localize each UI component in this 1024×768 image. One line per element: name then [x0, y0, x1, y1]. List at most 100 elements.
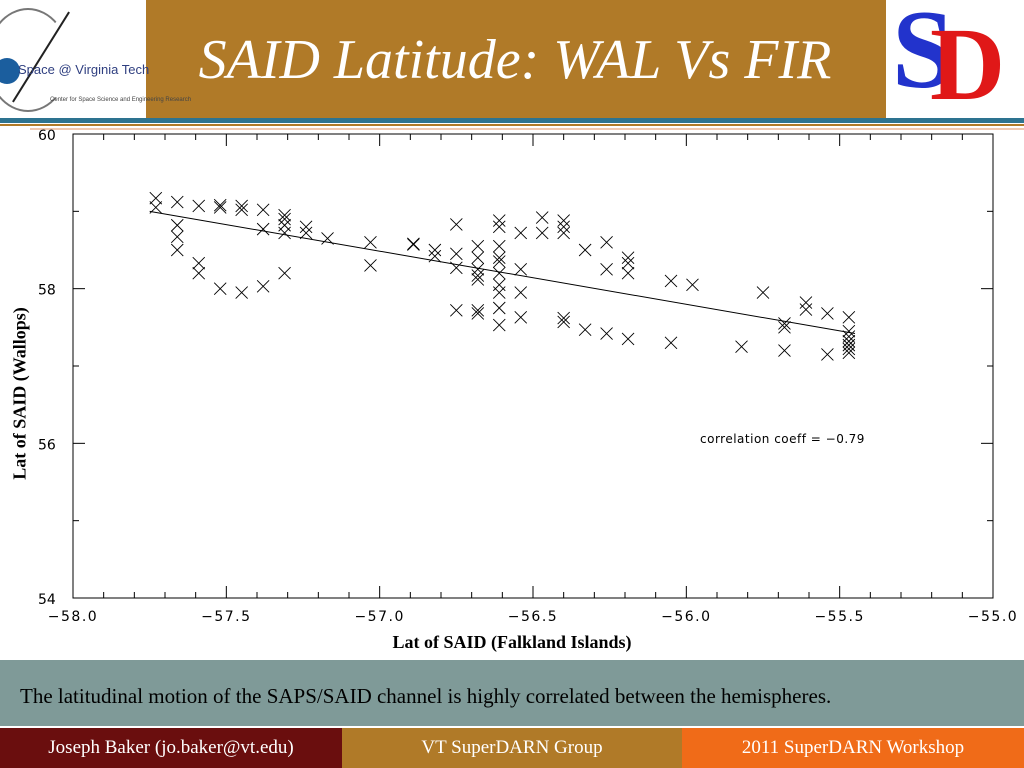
- data-point: [278, 218, 291, 232]
- data-point: [799, 296, 813, 309]
- data-point: [170, 243, 184, 257]
- data-point: [821, 307, 834, 320]
- data-point: [842, 346, 856, 360]
- x-tick-label: −56.0: [661, 609, 711, 625]
- data-point: [492, 214, 506, 227]
- data-point: [735, 340, 748, 353]
- data-point: [557, 220, 570, 234]
- data-point: [621, 251, 635, 265]
- x-tick-label: −55.5: [814, 609, 864, 625]
- data-point: [492, 301, 506, 315]
- data-point: [471, 307, 485, 320]
- data-point: [170, 195, 184, 209]
- data-point: [535, 211, 549, 224]
- superdarn-logo: S D: [886, 0, 1024, 122]
- data-point: [192, 199, 206, 213]
- data-point: [471, 273, 485, 286]
- y-tick-label: 54: [38, 592, 56, 608]
- x-tick-label: −58.0: [48, 609, 98, 625]
- data-point: [492, 266, 506, 280]
- data-point: [213, 198, 227, 212]
- data-point: [149, 201, 163, 214]
- data-point: [256, 280, 270, 293]
- logo-letter-d: D: [930, 7, 1006, 122]
- data-point: [471, 304, 485, 317]
- data-point: [235, 203, 248, 217]
- x-tick-label: −56.5: [508, 609, 558, 625]
- logo-letter-s: S: [892, 0, 955, 112]
- logo-subtext: Center for Space Science and Engineering…: [50, 97, 192, 103]
- data-point: [557, 311, 570, 325]
- data-point: [235, 286, 248, 299]
- data-point: [450, 218, 463, 231]
- data-point: [778, 317, 791, 330]
- logo-swirl: [0, 8, 70, 112]
- data-point: [557, 315, 570, 329]
- footer-group: VT SuperDARN Group: [342, 728, 682, 768]
- data-point: [213, 201, 227, 214]
- data-point: [492, 278, 506, 292]
- data-point: [492, 255, 506, 268]
- data-point: [578, 243, 592, 257]
- y-tick-label: 60: [38, 128, 56, 144]
- footer-event: 2011 SuperDARN Workshop: [682, 728, 1024, 768]
- logo-text: Space @ Virginia Tech: [18, 62, 150, 77]
- divider-rule: [0, 118, 1024, 123]
- data-point: [299, 220, 313, 234]
- data-point: [600, 327, 613, 340]
- data-point: [364, 259, 377, 272]
- data-point: [407, 238, 420, 251]
- data-point: [256, 203, 270, 217]
- data-point: [149, 191, 163, 205]
- data-point: [557, 214, 570, 227]
- scatter-chart: −58.0 −57.5 −57.0 −56.5 −56.0 −55.5 −55.0 54 56 5…: [38, 128, 1017, 625]
- y-tick-label: 56: [38, 437, 56, 453]
- data-point: [842, 310, 856, 324]
- data-point: [514, 310, 528, 324]
- y-tick-label: 58: [38, 283, 56, 299]
- data-point: [492, 239, 506, 253]
- data-point: [471, 263, 485, 276]
- x-tick-label: −57.5: [201, 609, 251, 625]
- divider-rule-light: [30, 128, 1024, 130]
- data-point: [514, 286, 528, 299]
- slide-title: SAID Latitude: WAL Vs FIR: [198, 29, 832, 91]
- fit-line: [149, 210, 856, 335]
- data-point: [621, 266, 635, 280]
- footer-author: Joseph Baker (jo.baker@vt.edu): [0, 728, 342, 768]
- data-point: [428, 249, 442, 263]
- data-point: [492, 318, 506, 332]
- data-point: [170, 218, 184, 232]
- data-point: [842, 324, 856, 338]
- data-point: [514, 263, 528, 276]
- data-point: [842, 342, 856, 356]
- data-point: [471, 239, 485, 253]
- globe-icon: [0, 58, 20, 84]
- data-point: [621, 256, 635, 270]
- data-point: [799, 303, 813, 316]
- data-point: [600, 235, 613, 249]
- data-point: [192, 266, 206, 280]
- caption-banner: [0, 660, 1024, 726]
- data-point: [278, 212, 291, 226]
- space-at-virginia-tech-logo: Space @ Virginia Tech Center for Space S…: [0, 0, 191, 118]
- data-point: [407, 237, 420, 251]
- data-point: [492, 220, 506, 234]
- data-point: [471, 269, 485, 282]
- data-point: [535, 226, 549, 240]
- data-point: [756, 286, 770, 299]
- data-point: [821, 348, 834, 361]
- x-axis-label: Lat of SAID (Falkland Islands): [392, 632, 632, 652]
- data-point: [664, 274, 678, 288]
- header-bar: [0, 0, 1024, 118]
- data-point: [600, 263, 613, 276]
- caption-text: The latitudinal motion of the SAPS/SAID …: [20, 684, 832, 708]
- data-point: [686, 278, 699, 292]
- plot-frame: [72, 133, 994, 599]
- data-point: [321, 232, 334, 245]
- data-point: [471, 251, 485, 265]
- data-point: [235, 199, 248, 213]
- data-point: [557, 226, 570, 240]
- data-point: [299, 226, 313, 240]
- data-point: [514, 226, 528, 240]
